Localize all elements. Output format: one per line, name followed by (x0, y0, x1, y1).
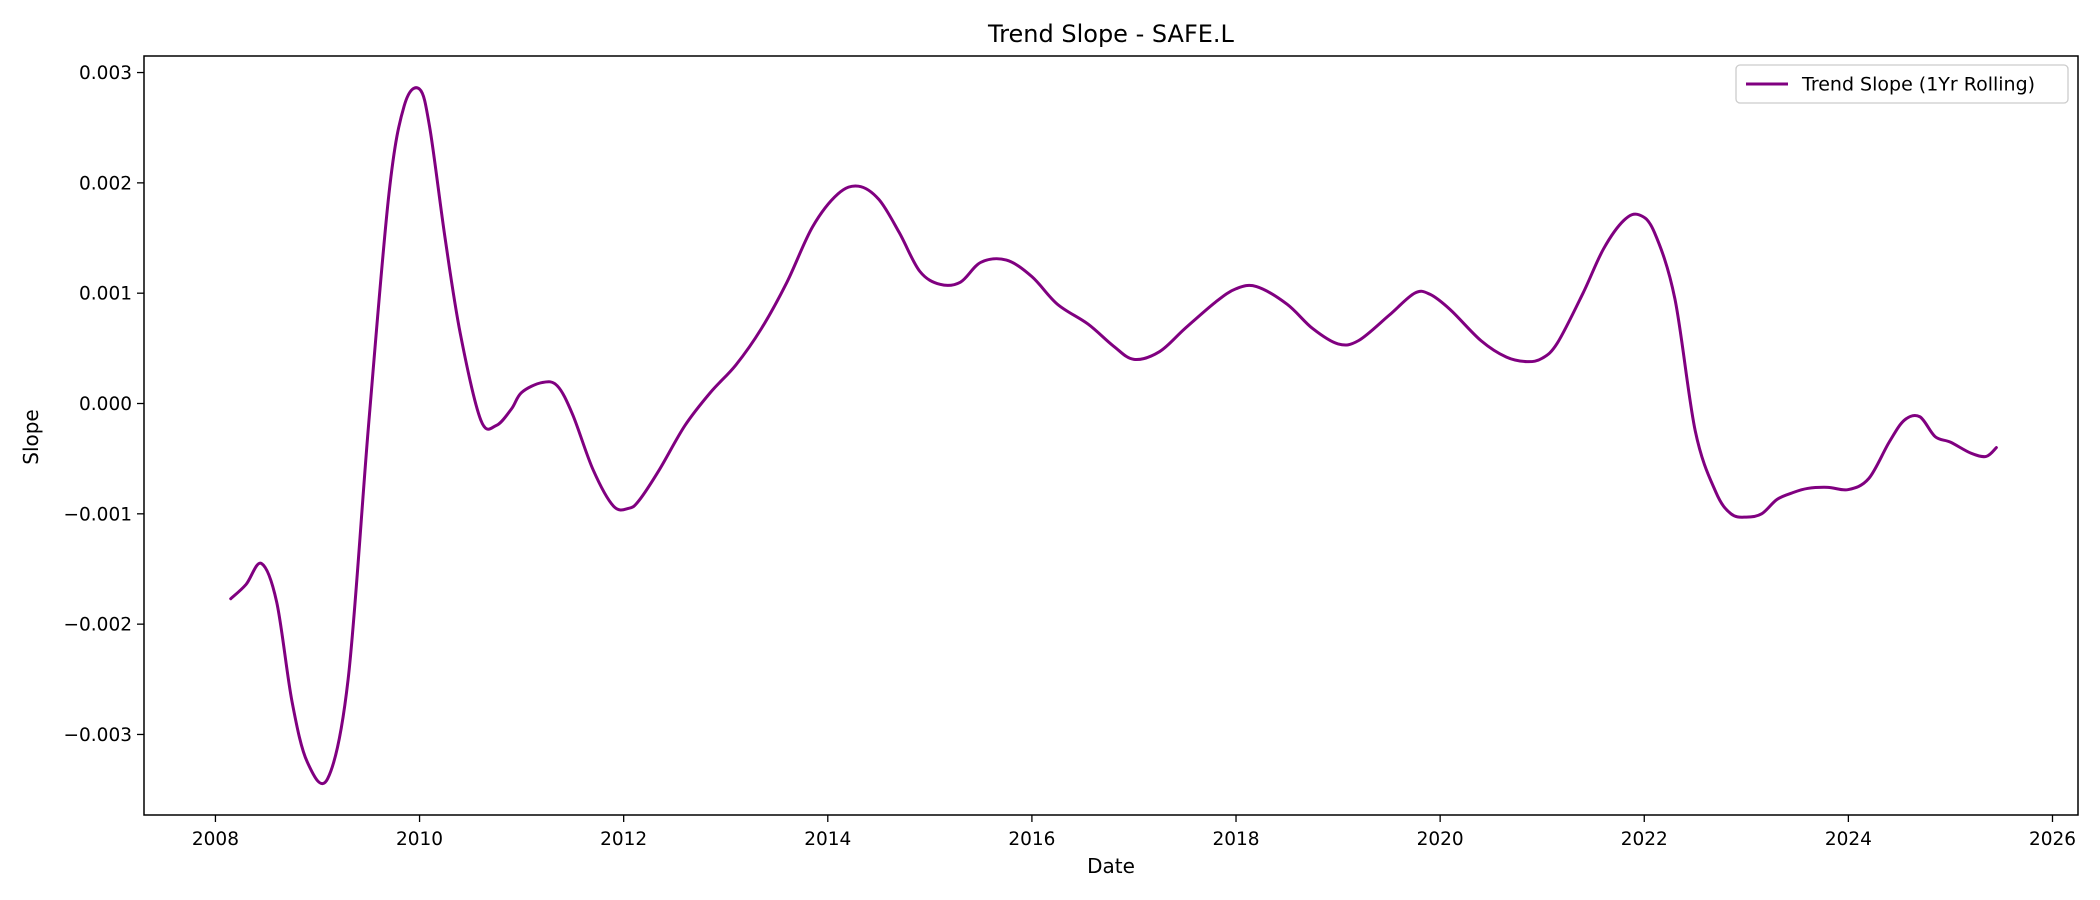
legend-label: Trend Slope (1Yr Rolling) (1801, 74, 2035, 96)
y-tick-label: −0.001 (64, 504, 132, 525)
y-tick-label: 0.003 (79, 63, 132, 84)
plot-layer (229, 86, 1998, 786)
x-tick-label: 2022 (1621, 829, 1668, 850)
x-tick-label: 2018 (1212, 829, 1259, 850)
x-tick-label: 2026 (2029, 829, 2076, 850)
x-tick-label: 2020 (1417, 829, 1464, 850)
y-tick-label: 0.001 (79, 284, 132, 305)
axes-frame (143, 55, 2079, 816)
series-line-0 (229, 86, 1998, 786)
legend: Trend Slope (1Yr Rolling) (1735, 64, 2069, 104)
legend-frame (1735, 64, 2069, 104)
y-tick-label: 0.000 (79, 394, 132, 415)
x-axis-label: Date (1087, 854, 1135, 878)
y-tick-label: −0.002 (64, 615, 132, 636)
axes-layer: 2008 2010 2012 2014 2016 2018 2020 2022 2024 2026… (64, 55, 2079, 850)
y-tick-label: −0.003 (64, 725, 132, 746)
y-tick-label: 0.002 (79, 173, 132, 194)
x-tick-label: 2010 (396, 829, 443, 850)
chart-title: Trend Slope - SAFE.L (987, 20, 1235, 48)
x-tick-label: 2014 (804, 829, 851, 850)
y-axis-label: Slope (19, 409, 43, 465)
x-tick-label: 2012 (600, 829, 647, 850)
x-tick-label: 2016 (1008, 829, 1055, 850)
x-tick-label: 2024 (1825, 829, 1872, 850)
x-tick-label: 2008 (192, 829, 239, 850)
